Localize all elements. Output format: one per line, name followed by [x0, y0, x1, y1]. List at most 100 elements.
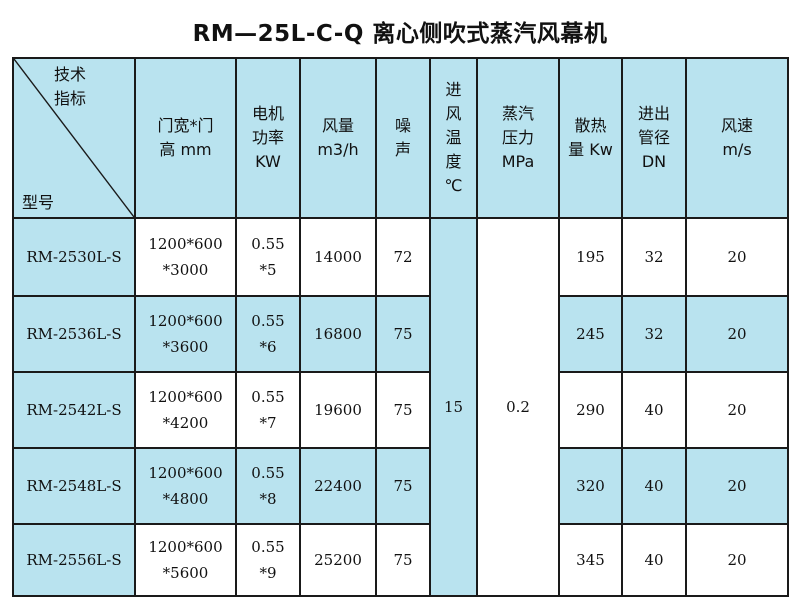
model-cell: RM-2542L-S: [12, 371, 136, 449]
speed-cell: 20: [685, 447, 789, 525]
door-size-line-1: 1200*600: [148, 235, 223, 253]
door-size-cell: 1200*600 *3000: [134, 217, 237, 297]
power-cell: 0.55 *6: [235, 295, 301, 373]
header-pipe-line-1: 进出: [637, 104, 670, 123]
header-motor-power: 电机 功率 KW: [235, 57, 301, 219]
heat-cell: 290: [558, 371, 623, 449]
door-size-line-1: 1200*600: [148, 464, 223, 482]
airflow-cell: 16800: [299, 295, 377, 373]
table-row: RM-2556L-S 1200*600 *5600 0.55 *9 25200 …: [12, 523, 789, 597]
pipe-cell: 40: [621, 371, 687, 449]
header-speed-line-2: m/s: [722, 140, 752, 159]
airflow-cell: 25200: [299, 523, 377, 597]
table-row: RM-2536L-S 1200*600 *3600 0.55 *6 16800 …: [12, 295, 789, 373]
power-line-1: 0.55: [251, 538, 285, 556]
table-row: RM-2542L-S 1200*600 *4200 0.55 *7 19600 …: [12, 371, 789, 449]
header-temp-line-4: 度: [445, 152, 462, 171]
corner-top-label: 技术 指标: [54, 63, 86, 111]
header-steam-line-2: 压力: [501, 128, 534, 147]
model-cell: RM-2548L-S: [12, 447, 136, 525]
header-temp-line-1: 进: [445, 80, 462, 99]
header-pipe-diameter: 进出 管径 DN: [621, 57, 687, 219]
speed-cell: 20: [685, 295, 789, 373]
door-size-cell: 1200*600 *4200: [134, 371, 237, 449]
power-line-2: *8: [259, 490, 277, 508]
power-cell: 0.55 *7: [235, 371, 301, 449]
airflow-cell: 19600: [299, 371, 377, 449]
power-cell: 0.55 *5: [235, 217, 301, 297]
header-heat-output: 散热 量 Kw: [558, 57, 623, 219]
power-cell: 0.55 *9: [235, 523, 301, 597]
model-cell: RM-2536L-S: [12, 295, 136, 373]
header-noise: 噪 声: [375, 57, 431, 219]
spec-table: 技术 指标 型号 门宽*门 高 mm 电机 功率 KW 风量 m3/h 噪 声: [12, 57, 789, 597]
power-line-1: 0.55: [251, 235, 285, 253]
header-airflow-line-1: 风量: [321, 116, 354, 135]
airflow-cell: 14000: [299, 217, 377, 297]
header-air-speed: 风速 m/s: [685, 57, 789, 219]
header-airflow: 风量 m3/h: [299, 57, 377, 219]
noise-cell: 75: [375, 295, 431, 373]
header-airflow-line-2: m3/h: [317, 140, 359, 159]
noise-cell: 75: [375, 447, 431, 525]
power-line-2: *6: [259, 338, 277, 356]
header-temp-line-3: 温: [445, 128, 462, 147]
header-door-line-2: 高 mm: [159, 140, 212, 159]
header-row: 技术 指标 型号 门宽*门 高 mm 电机 功率 KW 风量 m3/h 噪 声: [12, 57, 789, 219]
inlet-temp-cell: 15: [429, 217, 478, 597]
model-cell: RM-2530L-S: [12, 217, 136, 297]
power-line-1: 0.55: [251, 464, 285, 482]
header-pipe-line-2: 管径: [637, 128, 670, 147]
model-cell: RM-2556L-S: [12, 523, 136, 597]
noise-cell: 75: [375, 371, 431, 449]
table-row: RM-2530L-S 1200*600 *3000 0.55 *5 14000 …: [12, 217, 789, 597]
pipe-cell: 40: [621, 523, 687, 597]
corner-header-cell: 技术 指标 型号: [12, 57, 136, 219]
table-row: RM-2548L-S 1200*600 *4800 0.55 *8 22400 …: [12, 447, 789, 525]
pipe-cell: 32: [621, 217, 687, 297]
noise-cell: 75: [375, 523, 431, 597]
header-noise-line-1: 噪: [394, 116, 411, 135]
door-size-line-2: *4200: [162, 414, 209, 432]
power-line-2: *9: [259, 564, 277, 582]
door-size-line-2: *4800: [162, 490, 209, 508]
header-door-size: 门宽*门 高 mm: [134, 57, 237, 219]
heat-cell: 195: [558, 217, 623, 297]
header-power-line-1: 电机: [251, 104, 284, 123]
pipe-cell: 32: [621, 295, 687, 373]
header-heat-line-2: 量 Kw: [568, 140, 613, 159]
door-size-cell: 1200*600 *3600: [134, 295, 237, 373]
heat-cell: 245: [558, 295, 623, 373]
door-size-cell: 1200*600 *4800: [134, 447, 237, 525]
header-steam-line-3: MPa: [501, 152, 535, 171]
door-size-cell: 1200*600 *5600: [134, 523, 237, 597]
corner-top-line-1: 技术: [54, 65, 87, 84]
header-steam-line-1: 蒸汽: [501, 104, 534, 123]
door-size-line-1: 1200*600: [148, 312, 223, 330]
airflow-cell: 22400: [299, 447, 377, 525]
speed-cell: 20: [685, 371, 789, 449]
header-noise-line-2: 声: [394, 140, 411, 159]
header-power-line-3: KW: [255, 152, 281, 171]
heat-cell: 345: [558, 523, 623, 597]
door-size-line-1: 1200*600: [148, 388, 223, 406]
power-line-2: *5: [259, 261, 277, 279]
header-heat-line-1: 散热: [574, 116, 607, 135]
power-cell: 0.55 *8: [235, 447, 301, 525]
door-size-line-1: 1200*600: [148, 538, 223, 556]
door-size-line-2: *3600: [162, 338, 209, 356]
door-size-line-2: *5600: [162, 564, 209, 582]
header-speed-line-1: 风速: [720, 116, 753, 135]
power-line-2: *7: [259, 414, 277, 432]
speed-cell: 20: [685, 217, 789, 297]
power-line-1: 0.55: [251, 312, 285, 330]
document-title: RM—25L-C-Q 离心侧吹式蒸汽风幕机: [192, 21, 608, 47]
diagonal-divider: [14, 59, 134, 217]
pipe-cell: 40: [621, 447, 687, 525]
steam-pressure-cell: 0.2: [476, 217, 560, 597]
header-power-line-2: 功率: [251, 128, 284, 147]
noise-cell: 72: [375, 217, 431, 297]
header-temp-line-2: 风: [445, 104, 462, 123]
header-pipe-line-3: DN: [641, 152, 667, 171]
speed-cell: 20: [685, 523, 789, 597]
